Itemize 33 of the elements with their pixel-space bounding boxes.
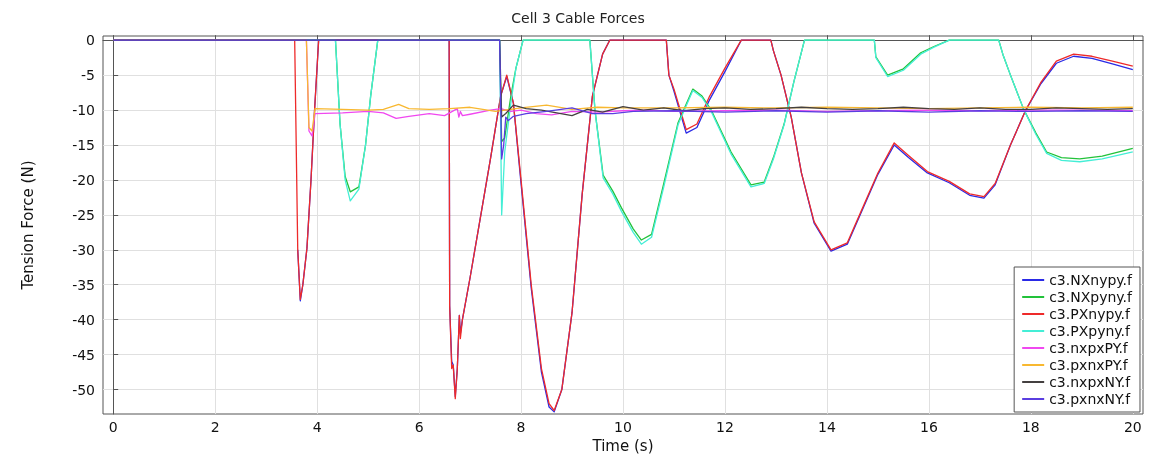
legend-label: c3.nxpxNY.f [1049, 374, 1132, 390]
y-tick-label: -40 [72, 311, 95, 328]
y-axis-title: Tension Force (N) [18, 160, 37, 291]
x-tick-label: 12 [716, 419, 734, 435]
x-tick-label: 0 [108, 419, 118, 435]
legend-label: c3.pxnxNY.f [1049, 391, 1132, 407]
legend-label: c3.NXpyny.f [1049, 289, 1134, 305]
y-tick-label: -15 [72, 137, 95, 153]
x-tick-label: 6 [414, 419, 424, 435]
chart-title: Cell 3 Cable Forces [511, 10, 645, 26]
x-tick-label: 10 [614, 419, 632, 435]
x-axis-title: Time (s) [591, 437, 654, 456]
x-tick-label: 14 [818, 419, 836, 435]
x-tick-label: 4 [312, 419, 322, 435]
x-tick-label: 8 [516, 419, 526, 435]
legend-label: c3.NXnypy.f [1049, 272, 1134, 288]
legend-label: c3.nxpxPY.f [1049, 340, 1129, 356]
y-tick-label: -50 [72, 381, 95, 398]
x-tick-label: 18 [1021, 419, 1040, 435]
legend-label: c3.pxnxPY.f [1049, 357, 1129, 373]
y-tick-label: -45 [72, 346, 95, 363]
x-tick-label: 2 [210, 419, 220, 435]
y-tick-label: 0 [86, 32, 95, 49]
legend-label: c3.PXpyny.f [1049, 323, 1132, 339]
y-tick-label: -20 [72, 171, 95, 188]
y-tick-label: -5 [81, 67, 95, 84]
legend-label: c3.PXnypy.f [1049, 306, 1132, 322]
x-tick-label: 20 [1123, 419, 1142, 435]
y-tick-label: -35 [72, 276, 95, 293]
x-tick-label: 16 [919, 419, 938, 435]
y-tick-label: -10 [72, 102, 95, 119]
y-tick-label: -30 [72, 241, 95, 258]
y-tick-label: -25 [72, 206, 95, 223]
